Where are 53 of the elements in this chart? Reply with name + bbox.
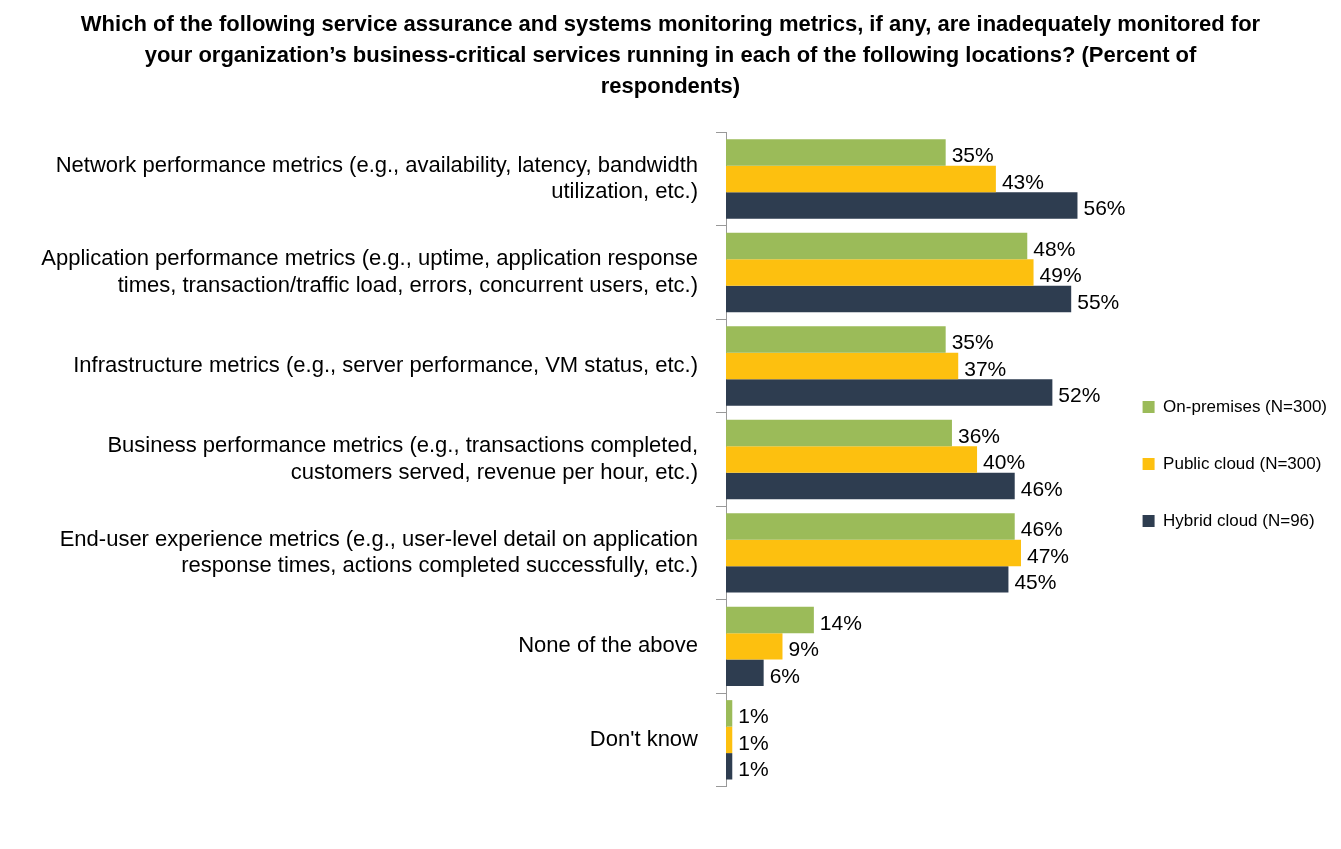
bar <box>726 259 1034 286</box>
bar <box>726 192 1078 219</box>
bar <box>726 539 1021 567</box>
data-label: 46% <box>1020 476 1063 500</box>
bar <box>726 379 1053 406</box>
bar <box>726 659 764 687</box>
bar <box>726 566 1009 593</box>
bar <box>726 472 1015 500</box>
data-label: 36% <box>957 423 1000 447</box>
legend-label: Hybrid cloud (N=96) <box>1163 510 1315 530</box>
data-label: 48% <box>1033 236 1076 260</box>
data-label: 37% <box>964 356 1007 380</box>
data-label: 1% <box>738 704 769 728</box>
bar <box>726 139 946 166</box>
data-label: 1% <box>738 757 769 781</box>
data-label: 55% <box>1077 289 1120 313</box>
data-label: 1% <box>738 730 769 754</box>
data-label: 47% <box>1026 543 1070 567</box>
data-label: 56% <box>1083 196 1126 220</box>
bar <box>726 700 733 727</box>
data-label: 6% <box>769 663 801 687</box>
bar <box>726 165 996 193</box>
y-tick-label: Network performance metrics (e.g., availability, latency, bandwidth utilization, etc.) <box>55 151 698 204</box>
bar <box>726 513 1015 540</box>
legend-label: Public cloud (N=300) <box>1163 453 1322 473</box>
y-tick-label: End-user experience metrics (e.g., user-level detail on application response times, actions completed successfully, etc.) <box>59 525 698 578</box>
bar <box>726 726 733 754</box>
y-tick-label: Don't know <box>589 725 699 751</box>
data-label: 49% <box>1039 263 1082 287</box>
data-label: 52% <box>1058 383 1101 407</box>
bar <box>726 419 952 447</box>
data-label: 35% <box>951 143 994 167</box>
bar <box>726 633 783 660</box>
bar <box>726 606 814 634</box>
data-label: 46% <box>1020 517 1063 541</box>
data-label: 9% <box>788 637 819 661</box>
y-tick-label: Business performance metrics (e.g., transactions completed, customers served, revenue per hour, etc.) <box>107 432 698 484</box>
legend-label: On-premises (N=300) <box>1163 396 1328 416</box>
chart-title: Which of the following service assurance and systems monitoring metrics, if any, are inadequately monitored for your organization’s business-critical services running in each of the following locations? (Percent of respondents) <box>80 10 1261 100</box>
bar <box>726 232 1028 260</box>
bar <box>726 753 733 780</box>
bar <box>726 326 946 353</box>
bar <box>726 446 978 473</box>
data-label: 43% <box>1001 169 1044 193</box>
data-label: 35% <box>951 330 994 354</box>
data-label: 45% <box>1014 570 1057 594</box>
y-tick-label: Application performance metrics (e.g., uptime, application response times, transaction/traffic load, errors, concurrent users, etc.) <box>41 245 698 297</box>
data-label: 40% <box>983 450 1026 474</box>
y-tick-label: Infrastructure metrics (e.g., server performance, VM status, etc.) <box>73 351 698 377</box>
y-tick-label: None of the above <box>518 632 698 658</box>
data-label: 14% <box>819 610 862 634</box>
bar <box>726 352 959 380</box>
bar <box>726 285 1072 313</box>
